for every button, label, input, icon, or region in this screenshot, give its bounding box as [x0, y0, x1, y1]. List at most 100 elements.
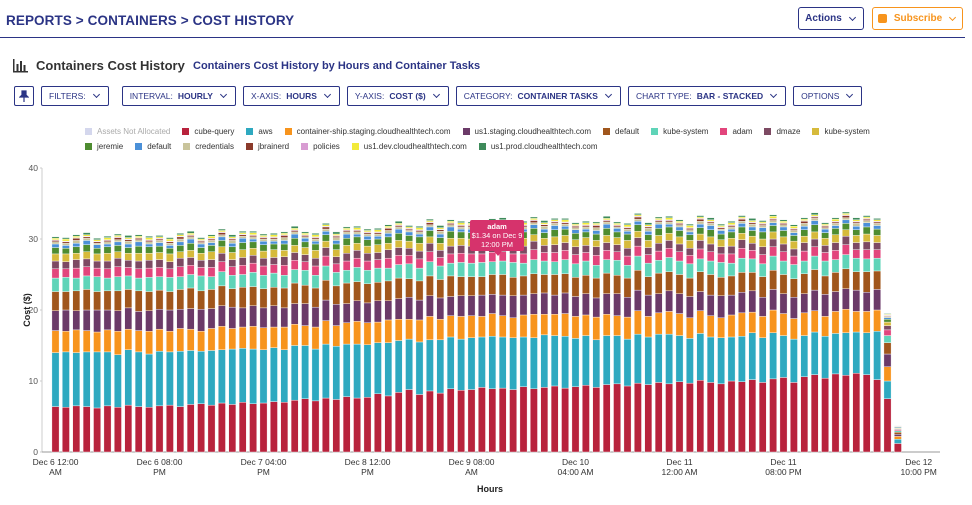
bar-segment	[62, 248, 70, 255]
toolbar-control[interactable]: CHART TYPE: BAR - STACKED	[627, 86, 787, 106]
toolbar-control[interactable]: CATEGORY: CONTAINER TASKS	[455, 86, 621, 106]
bar-segment	[436, 230, 445, 235]
bar-segment	[561, 228, 569, 236]
bar-segment	[582, 335, 590, 386]
bar-segment	[821, 228, 829, 233]
bar-segment	[831, 221, 840, 224]
toolbar-control[interactable]: X-AXIS: HOURS	[242, 86, 340, 106]
bar-segment	[644, 254, 653, 264]
bar-segment	[821, 377, 829, 453]
bar-segment	[290, 228, 299, 230]
legend-item[interactable]: us1.staging.cloudhealthtech.com	[462, 125, 591, 137]
bar-segment	[779, 230, 788, 238]
legend-item[interactable]: container-ship.staging.cloudhealthtech.c…	[284, 125, 451, 137]
bar-segment	[873, 270, 881, 290]
bar-segment	[290, 399, 299, 453]
bar-segment	[384, 267, 393, 282]
bar-segment	[592, 230, 601, 235]
bar-segment	[280, 231, 289, 234]
bar-segment	[93, 407, 101, 453]
bar-segment	[675, 219, 684, 222]
bar-segment	[571, 254, 580, 265]
bar-segment	[207, 259, 216, 268]
legend-item[interactable]: default	[603, 125, 639, 137]
legend-label: us1.prod.cloudhealthtech.com	[490, 141, 598, 151]
bar-segment	[82, 232, 91, 235]
bar-segment	[717, 223, 725, 226]
options-button[interactable]: OPTIONS	[793, 86, 863, 106]
bar-segment	[810, 220, 819, 225]
legend-item[interactable]: kube-system	[812, 125, 870, 137]
bar-segment	[883, 313, 892, 315]
actions-button[interactable]: Actions	[798, 7, 864, 30]
bar-segment	[706, 221, 715, 224]
bar-segment	[134, 245, 143, 254]
bar-segment	[644, 240, 653, 248]
bar-segment	[634, 310, 642, 335]
subscribe-button[interactable]: Subscribe	[872, 7, 963, 30]
legend-item[interactable]: aws	[246, 125, 273, 137]
toolbar-control[interactable]: INTERVAL: HOURLY	[121, 86, 236, 106]
bar-segment	[166, 253, 174, 262]
bar-segment	[124, 260, 133, 268]
bar-segment	[623, 265, 632, 279]
bar-segment	[810, 289, 819, 311]
bar-segment	[311, 287, 320, 308]
control-value: COST ($)	[389, 91, 426, 101]
bar-segment	[124, 252, 133, 261]
control-value: HOURS	[286, 91, 317, 101]
legend-item[interactable]: adam	[720, 125, 752, 137]
bar-segment	[457, 252, 465, 263]
legend-item[interactable]: cube-query	[182, 125, 234, 137]
bar-segment	[738, 239, 746, 249]
legend-item[interactable]: jeremie	[85, 140, 123, 152]
bar-segment	[166, 245, 174, 249]
bar-segment	[374, 267, 382, 283]
legend-label: default	[615, 126, 640, 136]
legend-item[interactable]: credentials	[183, 140, 234, 152]
bar-segment	[550, 335, 559, 387]
breadcrumb[interactable]: REPORTS > CONTAINERS > COST HISTORY	[6, 13, 295, 28]
bar-segment	[280, 275, 289, 289]
bar-segment	[384, 236, 393, 244]
bar-segment	[592, 255, 601, 266]
legend-item[interactable]: default	[135, 140, 171, 152]
bar-segment	[644, 222, 653, 225]
bar-segment	[259, 307, 268, 328]
bar-segment	[134, 277, 143, 292]
bar-segment	[446, 336, 455, 390]
bar-segment	[311, 233, 320, 235]
bar-segment	[82, 330, 91, 353]
legend-item[interactable]: jbrainerd	[245, 140, 289, 152]
bar-segment	[384, 257, 393, 269]
legend-item[interactable]: kube-system	[651, 125, 708, 137]
bar-segment	[311, 265, 320, 276]
bar-segment	[706, 382, 715, 453]
bar-segment	[696, 233, 705, 241]
bar-segment	[696, 240, 705, 250]
bar-segment	[228, 266, 237, 276]
legend-item[interactable]: Assets Not Allocated	[85, 125, 170, 137]
bar-segment	[696, 221, 705, 225]
bar-segment	[498, 336, 507, 389]
legend-item[interactable]: policies	[301, 140, 340, 152]
bar-segment	[686, 229, 694, 233]
bar-segment	[374, 244, 382, 253]
legend-item[interactable]: us1.dev.cloudhealthtech.com	[351, 140, 467, 152]
bar-segment	[280, 237, 289, 241]
pin-button[interactable]	[14, 86, 34, 106]
legend-item[interactable]: us1.prod.cloudhealthtech.com	[478, 140, 598, 152]
bar-segment	[228, 246, 237, 253]
legend-swatch	[478, 142, 486, 150]
bar-segment	[509, 295, 517, 319]
control-value: HOURLY	[177, 91, 213, 101]
bar-segment	[238, 307, 247, 328]
bar-segment	[519, 253, 528, 264]
filters-button[interactable]: FILTERS:	[41, 86, 109, 106]
bar-segment	[218, 236, 226, 241]
bar-segment	[530, 222, 538, 225]
bar-segment	[654, 221, 663, 225]
legend-item[interactable]: dmaze	[764, 125, 800, 137]
toolbar-control[interactable]: Y-AXIS: COST ($)	[346, 86, 449, 106]
bar-segment	[134, 406, 143, 453]
